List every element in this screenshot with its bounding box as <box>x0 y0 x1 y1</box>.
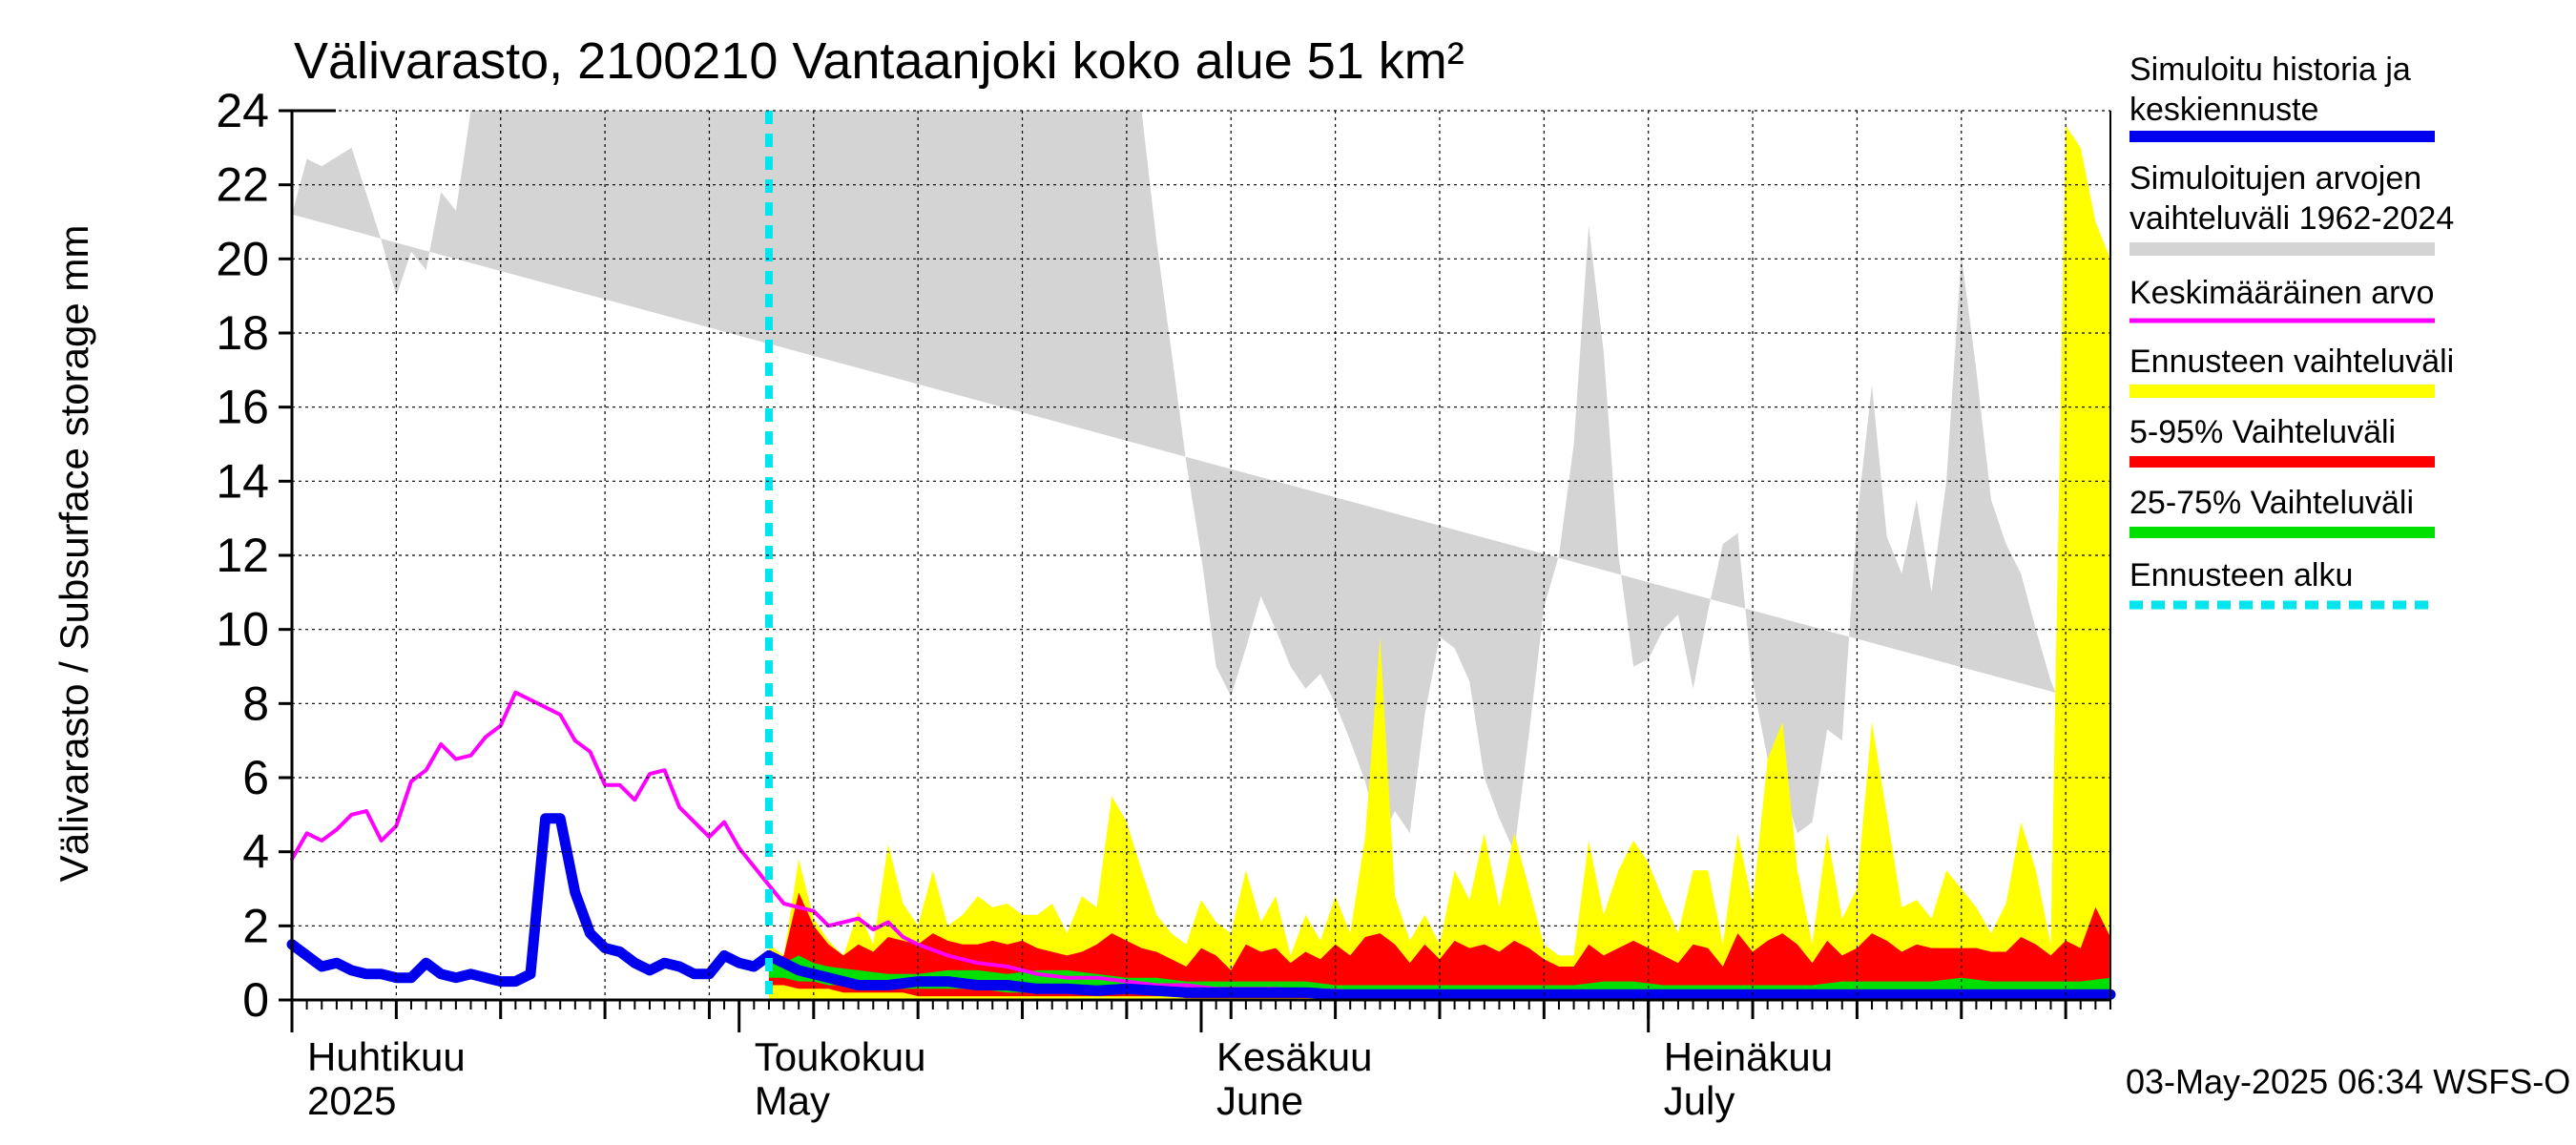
simulated-line <box>286 813 2116 1000</box>
legend-label: Simuloitujen arvojen <box>2129 160 2421 197</box>
p25-75-band <box>768 955 2110 995</box>
grid-layer <box>292 110 2110 1000</box>
month-label: Huhtikuu <box>307 1034 466 1079</box>
legend: Simuloitu historia ja keskiennuste Simuloi… <box>2129 52 2454 610</box>
y-tick-label: 0 <box>242 973 269 1027</box>
y-tick-label: 6 <box>242 751 269 804</box>
month-label: Heinäkuu <box>1664 1034 1833 1079</box>
legend-label: Keskimääräinen arvo <box>2129 275 2434 311</box>
month-sublabel: 2025 <box>307 1078 396 1123</box>
y-tick-label: 18 <box>216 306 269 360</box>
legend-label: vaihteluväli 1962-2024 <box>2129 200 2454 237</box>
y-tick-label: 24 <box>216 84 269 137</box>
month-sublabel: July <box>1664 1078 1735 1123</box>
legend-label: Ennusteen vaihteluväli <box>2129 344 2454 380</box>
y-tick-label: 14 <box>216 454 269 508</box>
legend-label: keskiennuste <box>2129 92 2318 128</box>
y-tick-label: 4 <box>242 825 269 879</box>
footer-timestamp: 03-May-2025 06:34 WSFS-O <box>2126 1062 2570 1101</box>
legend-label: Ennusteen alku <box>2129 557 2353 593</box>
forecast-range-band <box>768 125 2110 1000</box>
y-tick-label: 12 <box>216 529 269 582</box>
month-sublabel: May <box>755 1078 830 1123</box>
y-tick-label: 16 <box>216 381 269 434</box>
month-label: Kesäkuu <box>1216 1034 1372 1079</box>
frame-layer <box>279 109 2111 1032</box>
y-tick-label: 10 <box>216 603 269 656</box>
p5-95-band <box>768 892 2110 999</box>
chart-title: Välivarasto, 2100210 Vantaanjoki koko al… <box>294 32 1465 90</box>
legend-label: 5-95% Vaihteluväli <box>2129 414 2396 450</box>
y-tick-label: 8 <box>242 677 269 730</box>
month-label: Toukokuu <box>755 1034 926 1079</box>
y-tick-label: 2 <box>242 899 269 952</box>
legend-label: 25-75% Vaihteluväli <box>2129 485 2414 521</box>
y-tick-label: 20 <box>216 232 269 285</box>
y-tick-label: 22 <box>216 158 269 212</box>
y-axis-label: Välivarasto / Subsurface storage mm <box>52 225 96 883</box>
legend-label: Simuloitu historia ja <box>2129 52 2411 88</box>
month-sublabel: June <box>1216 1078 1303 1123</box>
